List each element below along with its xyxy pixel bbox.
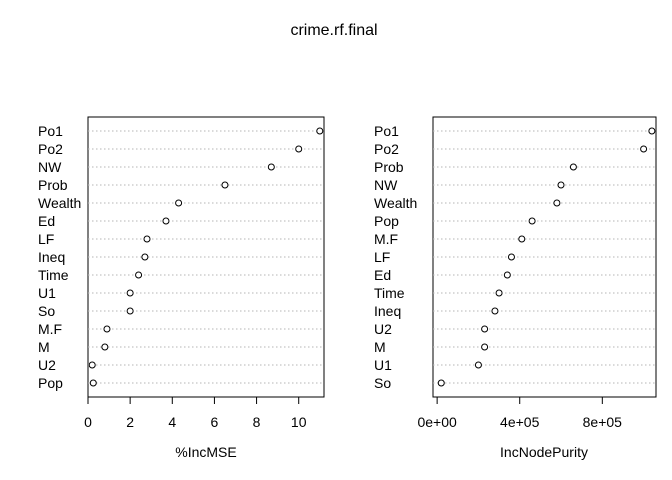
category-label: So bbox=[38, 303, 55, 319]
category-label: Prob bbox=[38, 177, 68, 193]
y-category-labels: Po1 Po2 NW Prob Wealth Ed LF Ineq Time U1 So M.F M U2… bbox=[38, 123, 81, 391]
data-point bbox=[141, 253, 149, 261]
grid-lines bbox=[433, 130, 656, 384]
y-category-labels: Po1 Po2 Prob NW Wealth Pop M.F LF Ed Time Ineq U2 MU… bbox=[374, 123, 417, 391]
category-label: U1 bbox=[38, 285, 56, 301]
chart-title: crime.rf.final bbox=[290, 22, 377, 39]
data-point bbox=[503, 271, 511, 279]
data-point bbox=[126, 289, 134, 297]
data-point bbox=[295, 145, 303, 153]
x-axis: 0 2 4 6 8 10 bbox=[84, 396, 307, 430]
data-point bbox=[569, 163, 577, 171]
category-label: Ineq bbox=[38, 249, 65, 265]
category-label: Po2 bbox=[374, 141, 399, 157]
data-point bbox=[267, 163, 275, 171]
x-tick-label: 10 bbox=[291, 414, 307, 430]
x-axis-label: %IncMSE bbox=[175, 444, 236, 460]
x-tick-label: 4 bbox=[168, 414, 176, 430]
category-label: M bbox=[38, 339, 50, 355]
category-label: Wealth bbox=[374, 195, 417, 211]
data-point bbox=[88, 361, 96, 369]
category-label: Po1 bbox=[374, 123, 399, 139]
data-point bbox=[491, 307, 499, 315]
category-label: U2 bbox=[38, 357, 56, 373]
category-label: U2 bbox=[374, 321, 392, 337]
data-point bbox=[89, 379, 97, 387]
category-label: LF bbox=[38, 231, 54, 247]
data-point bbox=[507, 253, 515, 261]
data-point bbox=[135, 271, 143, 279]
x-tick-label: 4e+05 bbox=[500, 414, 540, 430]
x-tick-label: 8e+05 bbox=[583, 414, 623, 430]
data-point bbox=[528, 217, 536, 225]
category-label: Pop bbox=[374, 213, 399, 229]
data-point bbox=[495, 289, 503, 297]
data-point bbox=[481, 343, 489, 351]
data-point bbox=[221, 181, 229, 189]
grid-lines bbox=[88, 130, 324, 384]
data-point bbox=[640, 145, 648, 153]
category-label: Time bbox=[38, 267, 69, 283]
data-point bbox=[101, 343, 109, 351]
x-axis: 0e+00 4e+05 8e+05 bbox=[417, 396, 623, 430]
category-label: Ineq bbox=[374, 303, 401, 319]
x-axis-label: IncNodePurity bbox=[500, 444, 588, 460]
data-point bbox=[518, 235, 526, 243]
data-point bbox=[437, 379, 445, 387]
data-points bbox=[437, 127, 656, 387]
data-point bbox=[143, 235, 151, 243]
data-point bbox=[175, 199, 183, 207]
category-label: NW bbox=[38, 159, 62, 175]
category-label: M bbox=[374, 339, 386, 355]
data-point bbox=[557, 181, 565, 189]
data-point bbox=[553, 199, 561, 207]
category-label: Ed bbox=[38, 213, 55, 229]
category-label: NW bbox=[374, 177, 398, 193]
data-point bbox=[648, 127, 656, 135]
category-label: So bbox=[374, 375, 391, 391]
category-label: M.F bbox=[374, 231, 398, 247]
panel-incnodepurity: Po1 Po2 Prob NW Wealth Pop M.F LF Ed Time Ineq U2 MU… bbox=[374, 116, 657, 460]
data-point bbox=[481, 325, 489, 333]
x-tick-label: 0 bbox=[84, 414, 92, 430]
category-label: U1 bbox=[374, 357, 392, 373]
data-point bbox=[103, 325, 111, 333]
category-label: Prob bbox=[374, 159, 404, 175]
category-label: Pop bbox=[38, 375, 63, 391]
data-point bbox=[162, 217, 170, 225]
category-label: Po1 bbox=[38, 123, 63, 139]
category-label: Wealth bbox=[38, 195, 81, 211]
data-points bbox=[88, 127, 324, 387]
category-label: Ed bbox=[374, 267, 391, 283]
category-label: Po2 bbox=[38, 141, 63, 157]
category-label: Time bbox=[374, 285, 405, 301]
category-label: LF bbox=[374, 249, 390, 265]
data-point bbox=[126, 307, 134, 315]
x-tick-label: 0e+00 bbox=[417, 414, 457, 430]
data-point bbox=[474, 361, 482, 369]
category-label: M.F bbox=[38, 321, 62, 337]
x-tick-label: 8 bbox=[253, 414, 261, 430]
panel-incmse: Po1 Po2 NW Prob Wealth Ed LF Ineq Time U1 So M.F M U2… bbox=[38, 116, 325, 460]
data-point bbox=[316, 127, 324, 135]
x-tick-label: 2 bbox=[126, 414, 134, 430]
x-tick-label: 6 bbox=[211, 414, 219, 430]
